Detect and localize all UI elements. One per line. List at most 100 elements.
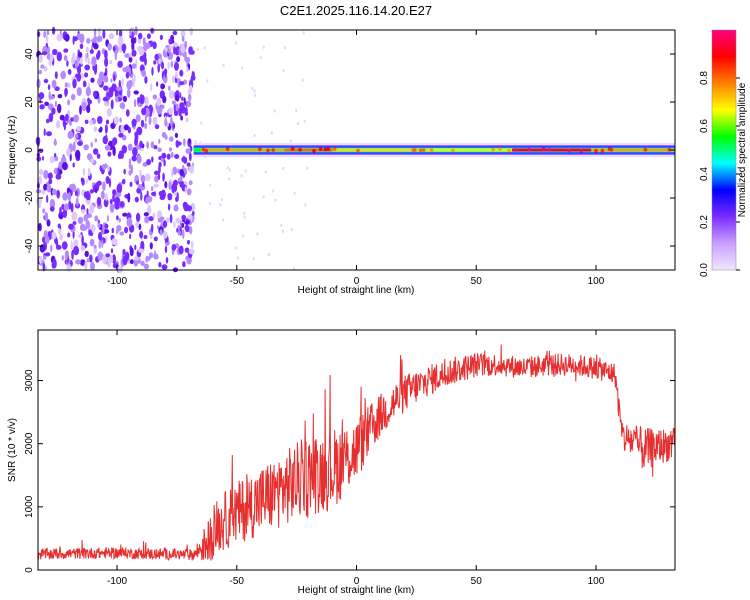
noise-cell: [76, 133, 79, 139]
noise-cell: [166, 217, 170, 224]
x-tick-label: -50: [230, 576, 245, 587]
noise-cell: [158, 190, 163, 197]
noise-cell: [182, 261, 186, 268]
noise-cell: [43, 128, 46, 136]
noise-cell: [243, 215, 246, 219]
noise-cell: [153, 236, 158, 242]
noise-cell: [102, 96, 109, 102]
noise-cell: [77, 65, 82, 75]
noise-cell: [93, 42, 99, 50]
noise-cell: [136, 187, 142, 194]
noise-cell: [79, 33, 85, 44]
noise-cell: [64, 82, 68, 88]
noise-cell: [151, 66, 154, 76]
noise-cell: [49, 198, 56, 209]
y-tick-label: -40: [24, 238, 35, 253]
noise-cell: [187, 138, 192, 144]
noise-cell: [103, 229, 110, 234]
noise-cell: [106, 108, 112, 117]
noise-cell: [163, 230, 168, 239]
colorbar-tick-label: 0.6: [699, 119, 710, 133]
noise-cell: [168, 181, 172, 190]
heatmap-y-label: Frequency (Hz): [7, 116, 18, 185]
noise-cell: [186, 100, 192, 108]
noise-cell: [186, 205, 193, 212]
noise-cell: [235, 246, 238, 250]
noise-cell: [175, 90, 180, 96]
noise-cell: [109, 199, 113, 205]
noise-cell: [84, 250, 89, 258]
noise-cell: [122, 67, 128, 73]
noise-cell: [129, 181, 133, 187]
noise-cell: [152, 41, 157, 50]
noise-cell: [36, 197, 43, 205]
noise-cell: [133, 256, 140, 261]
noise-cell: [80, 245, 86, 252]
noise-cell: [110, 248, 114, 254]
noise-cell: [130, 164, 134, 175]
noise-cell: [90, 261, 95, 271]
noise-cell: [81, 234, 84, 245]
noise-cell: [171, 184, 175, 194]
noise-cell: [282, 68, 285, 72]
noise-cell: [79, 105, 82, 115]
noise-cell: [175, 217, 181, 224]
noise-cell: [43, 30, 47, 38]
noise-cell: [88, 229, 93, 236]
band-peak-dot: [643, 147, 648, 152]
noise-cell: [59, 206, 62, 216]
noise-cell: [243, 211, 246, 215]
noise-cell: [154, 124, 160, 130]
noise-cell: [68, 200, 72, 210]
x-tick-label: -100: [107, 576, 127, 587]
noise-cell: [90, 158, 95, 164]
noise-cell: [251, 86, 254, 90]
noise-cell: [42, 51, 48, 56]
noise-cell: [65, 113, 69, 121]
noise-cell: [181, 214, 187, 220]
noise-cell: [84, 119, 89, 125]
noise-cell: [51, 79, 57, 89]
band-peak-dot: [323, 147, 328, 152]
noise-cell: [50, 244, 53, 253]
heatmap-noise-cells: [35, 26, 311, 274]
noise-cell: [62, 162, 68, 171]
noise-cell: [72, 221, 77, 226]
noise-cell: [188, 249, 195, 255]
noise-cell: [169, 213, 173, 224]
noise-cell: [141, 69, 147, 77]
noise-cell: [85, 178, 88, 185]
noise-cell: [55, 173, 62, 180]
noise-cell: [289, 139, 292, 143]
noise-cell: [84, 64, 91, 71]
noise-cell: [47, 172, 53, 180]
noise-cell: [67, 99, 70, 106]
noise-cell: [112, 189, 117, 196]
noise-cell: [161, 61, 165, 70]
noise-cell: [86, 192, 91, 201]
noise-cell: [38, 168, 44, 176]
noise-cell: [121, 178, 126, 185]
noise-cell: [49, 156, 54, 164]
noise-cell: [86, 208, 89, 215]
noise-cell: [109, 60, 113, 65]
band-peak-dot: [609, 148, 614, 152]
noise-cell: [81, 101, 87, 112]
noise-cell: [73, 245, 80, 256]
noise-cell: [104, 49, 108, 60]
noise-cell: [167, 203, 171, 211]
noise-cell: [44, 101, 49, 107]
noise-cell: [61, 255, 64, 261]
noise-cell: [52, 48, 58, 56]
noise-cell: [165, 257, 169, 264]
noise-cell: [122, 95, 127, 103]
x-tick-label: -50: [230, 276, 245, 287]
noise-cell: [124, 226, 129, 234]
noise-cell: [66, 147, 71, 157]
noise-cell: [86, 52, 89, 59]
noise-cell: [97, 27, 101, 37]
colorbar-tick-label: 0.0: [699, 263, 710, 277]
noise-cell: [54, 86, 60, 91]
noise-cell: [133, 74, 136, 82]
